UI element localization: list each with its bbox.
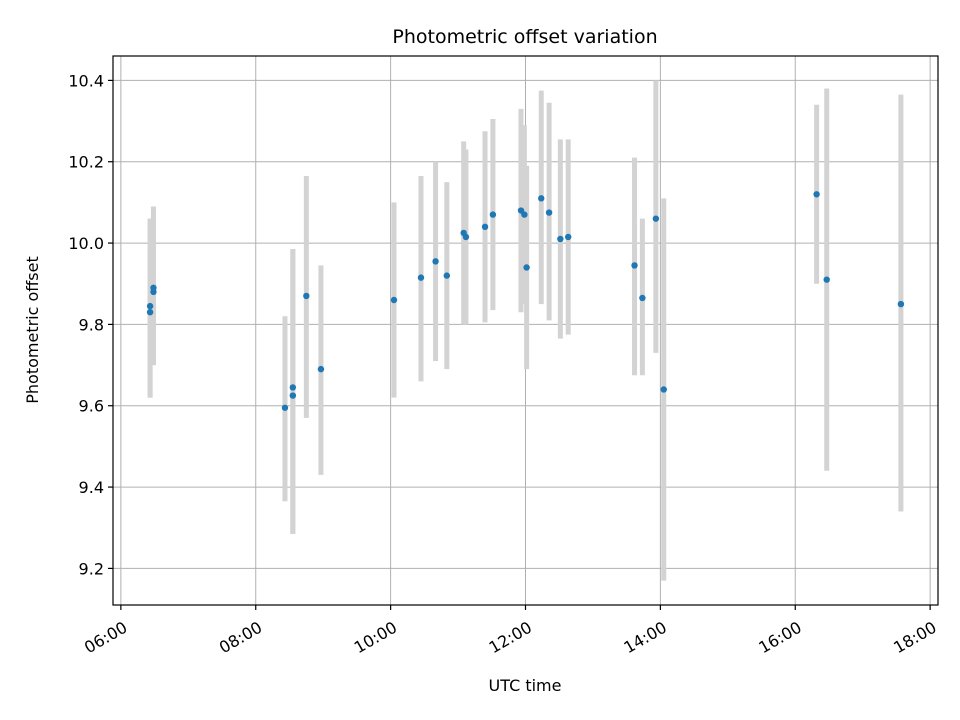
data-point [289,384,297,391]
data-point [146,309,154,316]
data-point [289,392,297,399]
data-point [631,262,638,269]
data-point [897,300,905,308]
data-point [652,215,660,222]
y-tick-label: 9.2 [79,559,104,578]
data-point [660,386,667,393]
data-point [303,292,310,300]
data-point [150,284,157,291]
data-point [146,302,154,310]
data-point [390,296,398,304]
data-point [521,211,528,218]
data-point [813,191,820,198]
y-axis-label: Photometric offset [23,256,42,404]
data-point [481,223,489,230]
data-point [317,365,325,373]
y-tick-label: 10.0 [68,234,104,253]
chart-title: Photometric offset variation [392,26,657,48]
data-points [146,191,905,411]
y-tick-label: 9.8 [79,315,104,334]
data-point [538,195,545,202]
data-point [489,211,497,218]
x-axis-label: UTC time [489,676,562,695]
data-point [565,233,572,241]
y-tick-label: 10.4 [68,71,104,90]
y-tick-label: 9.4 [79,478,104,497]
data-point [443,272,451,279]
data-point [823,276,830,283]
data-point [281,404,289,411]
data-point [545,209,553,216]
data-point [639,294,646,302]
y-tick-label: 10.2 [68,153,104,172]
data-point [417,274,425,281]
y-tick-label: 9.6 [79,397,104,416]
data-point [462,233,470,241]
data-point [557,235,564,243]
data-point [432,258,439,265]
data-point [523,264,530,271]
